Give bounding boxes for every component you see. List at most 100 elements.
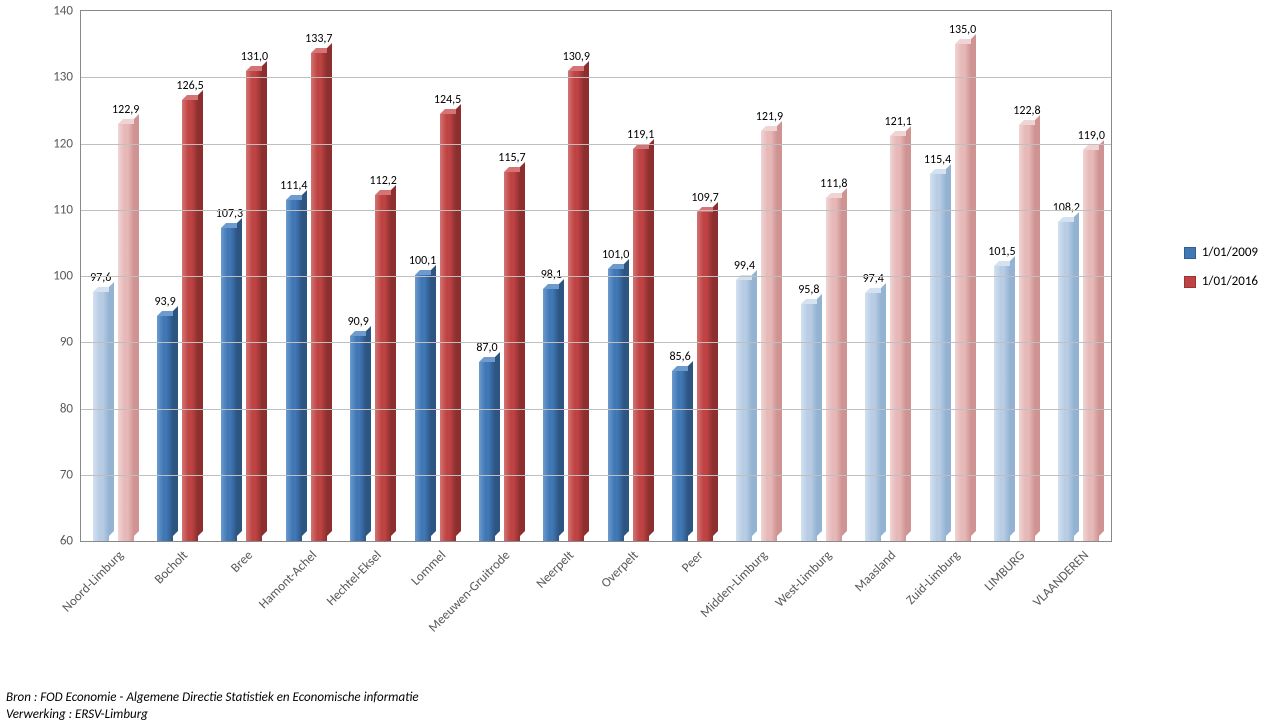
bar: 108,2 bbox=[1058, 222, 1074, 541]
bar-value-label: 115,4 bbox=[924, 153, 951, 167]
x-tick-label: Lommel bbox=[408, 548, 449, 589]
x-tick-label: Peer bbox=[679, 548, 707, 576]
bar-side bbox=[520, 162, 525, 536]
y-tick-label: 100 bbox=[53, 269, 73, 284]
bar-side bbox=[173, 306, 178, 536]
bar: 85,6 bbox=[672, 371, 688, 541]
y-tick-label: 110 bbox=[53, 202, 73, 217]
y-tick-label: 140 bbox=[53, 4, 73, 19]
bar-face bbox=[350, 336, 366, 541]
bar: 87,0 bbox=[479, 362, 495, 541]
bar-side bbox=[198, 90, 203, 536]
bar-side bbox=[584, 61, 589, 536]
bar-side bbox=[366, 326, 371, 536]
bar-side bbox=[495, 352, 500, 536]
bar-value-label: 135,0 bbox=[949, 23, 976, 37]
bar-value-label: 121,9 bbox=[756, 110, 783, 124]
bar-side bbox=[237, 218, 242, 536]
bar-value-label: 97,4 bbox=[863, 272, 884, 286]
bar-value-label: 133,7 bbox=[305, 32, 332, 46]
bar-side bbox=[1035, 115, 1040, 536]
bar-side bbox=[1074, 212, 1079, 536]
bar-value-label: 99,4 bbox=[734, 259, 755, 273]
bar-face bbox=[865, 293, 881, 541]
x-tick-label: Bree bbox=[228, 548, 256, 576]
legend-label: 1/01/2016 bbox=[1202, 274, 1258, 289]
legend-item: 1/01/2016 bbox=[1184, 274, 1258, 289]
bar-face bbox=[157, 316, 173, 541]
bar-face bbox=[246, 71, 262, 541]
bar: 109,7 bbox=[697, 212, 713, 541]
x-axis-labels: Noord-LimburgBocholtBreeHamont-AchelHech… bbox=[80, 540, 1110, 670]
bar-face bbox=[440, 114, 456, 541]
bar-face bbox=[736, 280, 752, 541]
gridline bbox=[81, 77, 1111, 78]
bar-face bbox=[672, 371, 688, 541]
bar: 119,1 bbox=[633, 149, 649, 541]
bar-side bbox=[688, 361, 693, 536]
bar-value-label: 122,8 bbox=[1013, 104, 1040, 118]
bar-side bbox=[134, 114, 139, 536]
bar-value-label: 97,6 bbox=[90, 271, 111, 285]
bar: 124,5 bbox=[440, 114, 456, 541]
bar: 115,7 bbox=[504, 172, 520, 541]
bar-value-label: 85,6 bbox=[669, 350, 690, 364]
bar: 97,6 bbox=[93, 292, 109, 541]
x-tick-label: LIMBURG bbox=[982, 548, 1028, 594]
bar-side bbox=[881, 283, 886, 536]
bar-value-label: 90,9 bbox=[348, 315, 369, 329]
legend-swatch bbox=[1184, 247, 1196, 259]
bar-side bbox=[842, 188, 847, 536]
bar-face bbox=[568, 71, 584, 541]
bar: 107,3 bbox=[221, 228, 237, 541]
bar-side bbox=[752, 270, 757, 536]
bar-value-label: 112,2 bbox=[370, 174, 397, 188]
x-tick-label: Maasland bbox=[852, 548, 899, 595]
bar-side bbox=[777, 121, 782, 536]
footer: Bron : FOD Economie - Algemene Directie … bbox=[6, 690, 419, 724]
legend: 1/01/2009 1/01/2016 bbox=[1184, 245, 1258, 303]
legend-item: 1/01/2009 bbox=[1184, 245, 1258, 260]
bar: 135,0 bbox=[955, 44, 971, 541]
y-tick-label: 90 bbox=[60, 335, 73, 350]
gridline bbox=[81, 144, 1111, 145]
bar-value-label: 119,0 bbox=[1078, 129, 1105, 143]
bar: 90,9 bbox=[350, 336, 366, 541]
bar-value-label: 109,7 bbox=[691, 191, 718, 205]
bar-face bbox=[93, 292, 109, 541]
bar-side bbox=[559, 279, 564, 536]
bar-side bbox=[946, 164, 951, 536]
bar-side bbox=[431, 265, 436, 536]
bar-side bbox=[391, 185, 396, 536]
bar-face bbox=[479, 362, 495, 541]
y-tick-label: 120 bbox=[53, 136, 73, 151]
bar-side bbox=[649, 139, 654, 536]
bar-value-label: 124,5 bbox=[434, 93, 461, 107]
bar: 131,0 bbox=[246, 71, 262, 541]
bar-side bbox=[971, 34, 976, 536]
bar-value-label: 130,9 bbox=[563, 50, 590, 64]
bar: 95,8 bbox=[801, 304, 817, 541]
bar-value-label: 131,0 bbox=[241, 50, 268, 64]
bar: 101,0 bbox=[608, 269, 624, 541]
bar: 111,8 bbox=[826, 198, 842, 541]
bar-side bbox=[327, 43, 332, 536]
bar: 122,9 bbox=[118, 124, 134, 541]
bar-value-label: 119,1 bbox=[627, 128, 654, 142]
bar-face bbox=[118, 124, 134, 541]
x-tick-label: Midden-Limburg bbox=[698, 548, 771, 621]
bar-value-label: 108,2 bbox=[1053, 201, 1080, 215]
bar: 112,2 bbox=[375, 195, 391, 541]
bar-face bbox=[890, 136, 906, 541]
bar: 119,0 bbox=[1083, 150, 1099, 541]
bar-face bbox=[1058, 222, 1074, 541]
x-tick-label: Noord-Limburg bbox=[59, 548, 126, 615]
plot-area: 97,6122,993,9126,5107,3131,0111,4133,790… bbox=[80, 10, 1112, 542]
bar-face bbox=[311, 53, 327, 541]
bar: 121,1 bbox=[890, 136, 906, 541]
bar: 101,5 bbox=[994, 266, 1010, 541]
bar: 130,9 bbox=[568, 71, 584, 541]
bar-value-label: 100,1 bbox=[409, 254, 436, 268]
bar-value-label: 121,1 bbox=[885, 115, 912, 129]
bar: 115,4 bbox=[930, 174, 946, 541]
